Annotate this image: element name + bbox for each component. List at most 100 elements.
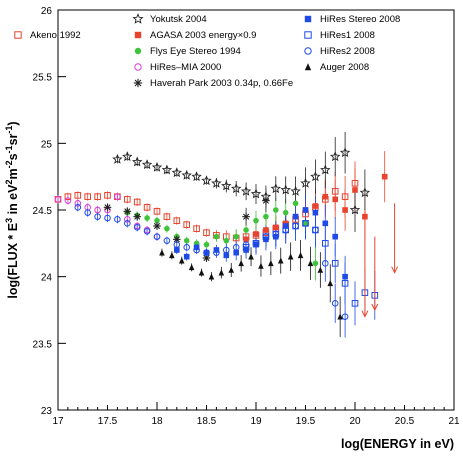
data-point xyxy=(143,228,151,235)
x-tick-label: 21 xyxy=(448,416,460,427)
y-axis-ticks: 23 23.5 24 24.5 25 25.5 26 xyxy=(33,6,66,417)
data-point xyxy=(94,206,101,214)
data-point xyxy=(292,213,299,220)
data-point xyxy=(153,233,161,240)
data-point xyxy=(122,151,133,162)
data-point xyxy=(74,200,82,207)
data-point xyxy=(84,193,92,200)
legend-label: AGASA 2003 energy×0.9 xyxy=(150,30,256,41)
legend-label: HiRes2 2008 xyxy=(320,46,375,57)
data-point xyxy=(159,249,165,256)
data-point xyxy=(297,252,304,259)
upper-limit-arrowhead xyxy=(361,310,369,318)
legend-label: Akeno 1992 xyxy=(30,30,81,41)
data-point xyxy=(341,193,349,200)
data-point xyxy=(277,257,284,264)
data-point xyxy=(223,237,230,244)
data-point xyxy=(253,231,259,237)
data-point xyxy=(242,244,250,251)
legend-label: HiRes–MIA 2000 xyxy=(150,62,221,73)
data-point xyxy=(112,153,123,164)
data-point xyxy=(307,260,314,267)
data-point xyxy=(287,253,294,260)
x-axis-ticks: 17 17.5 18 18.5 19 19.5 20 20.5 21 xyxy=(52,402,460,427)
legend-marker xyxy=(304,31,312,39)
data-point xyxy=(103,203,112,212)
legend: Akeno 1992 AGASA 2003 energy×0.9 Flys Eye … xyxy=(14,13,400,89)
data-point xyxy=(143,204,151,211)
legend-item: Haverah Park 2003 0.34p, 0.66Fe xyxy=(133,78,293,89)
data-point xyxy=(322,260,329,267)
data-point xyxy=(208,273,215,280)
data-point xyxy=(114,216,121,223)
data-point xyxy=(352,187,358,193)
series xyxy=(124,200,319,267)
data-point xyxy=(322,240,329,247)
upper-limit-arrowhead xyxy=(371,303,379,312)
data-point xyxy=(169,252,175,259)
markers xyxy=(54,147,388,320)
data-point xyxy=(124,216,131,223)
data-point xyxy=(270,183,282,194)
data-point xyxy=(242,212,250,221)
y-tick-label: 25.5 xyxy=(33,73,53,84)
legend-marker xyxy=(134,63,142,71)
data-point xyxy=(250,188,262,199)
data-point xyxy=(154,217,160,224)
legend-item: HiRes1 2008 xyxy=(304,30,375,41)
legend-label: HiRes1 2008 xyxy=(320,30,375,41)
data-point xyxy=(133,224,141,231)
data-point xyxy=(342,207,348,213)
data-point xyxy=(193,246,200,254)
data-point xyxy=(161,164,173,175)
data-point xyxy=(173,241,181,248)
data-point xyxy=(242,241,250,248)
data-point xyxy=(273,224,279,231)
data-point xyxy=(240,185,252,196)
series xyxy=(159,249,343,320)
data-point xyxy=(317,266,324,273)
data-point xyxy=(191,171,202,182)
y-tick-label: 25 xyxy=(41,139,53,150)
data-point xyxy=(339,147,351,158)
data-point xyxy=(230,183,242,194)
data-point xyxy=(302,220,309,227)
legend-marker xyxy=(14,31,22,39)
data-point xyxy=(221,180,232,191)
data-point xyxy=(223,246,230,254)
data-point xyxy=(351,180,359,187)
data-point xyxy=(151,161,163,172)
x-tick-label: 17 xyxy=(52,416,64,427)
data-point xyxy=(327,280,334,287)
series xyxy=(112,147,371,215)
data-point xyxy=(213,233,220,240)
x-tick-label: 20.5 xyxy=(395,416,415,427)
data-point xyxy=(331,188,339,195)
data-point xyxy=(141,159,153,170)
y-tick-label: 23.5 xyxy=(33,339,53,350)
data-point xyxy=(253,241,259,248)
data-point xyxy=(173,217,181,224)
data-point xyxy=(262,233,270,240)
legend-item: Akeno 1992 xyxy=(14,30,81,41)
legend-item: HiRes Stereo 2008 xyxy=(304,14,400,25)
data-point xyxy=(322,193,329,200)
upper-limit-arrows xyxy=(361,203,399,318)
data-point xyxy=(211,177,222,188)
data-point xyxy=(228,266,235,273)
legend-marker xyxy=(132,13,144,24)
data-point xyxy=(54,196,62,203)
data-point xyxy=(243,236,249,243)
x-axis-label: log(ENERGY in eV) xyxy=(341,437,454,451)
data-point xyxy=(320,164,331,175)
data-point xyxy=(114,193,121,200)
data-point xyxy=(282,223,289,229)
data-point xyxy=(198,269,205,276)
data-point xyxy=(144,215,150,221)
x-tick-label: 18.5 xyxy=(197,416,217,427)
y-tick-label: 26 xyxy=(41,6,53,17)
data-point xyxy=(94,213,101,220)
legend-label: Yokutsk 2004 xyxy=(150,14,207,25)
data-point xyxy=(178,257,185,264)
data-point xyxy=(201,175,212,186)
